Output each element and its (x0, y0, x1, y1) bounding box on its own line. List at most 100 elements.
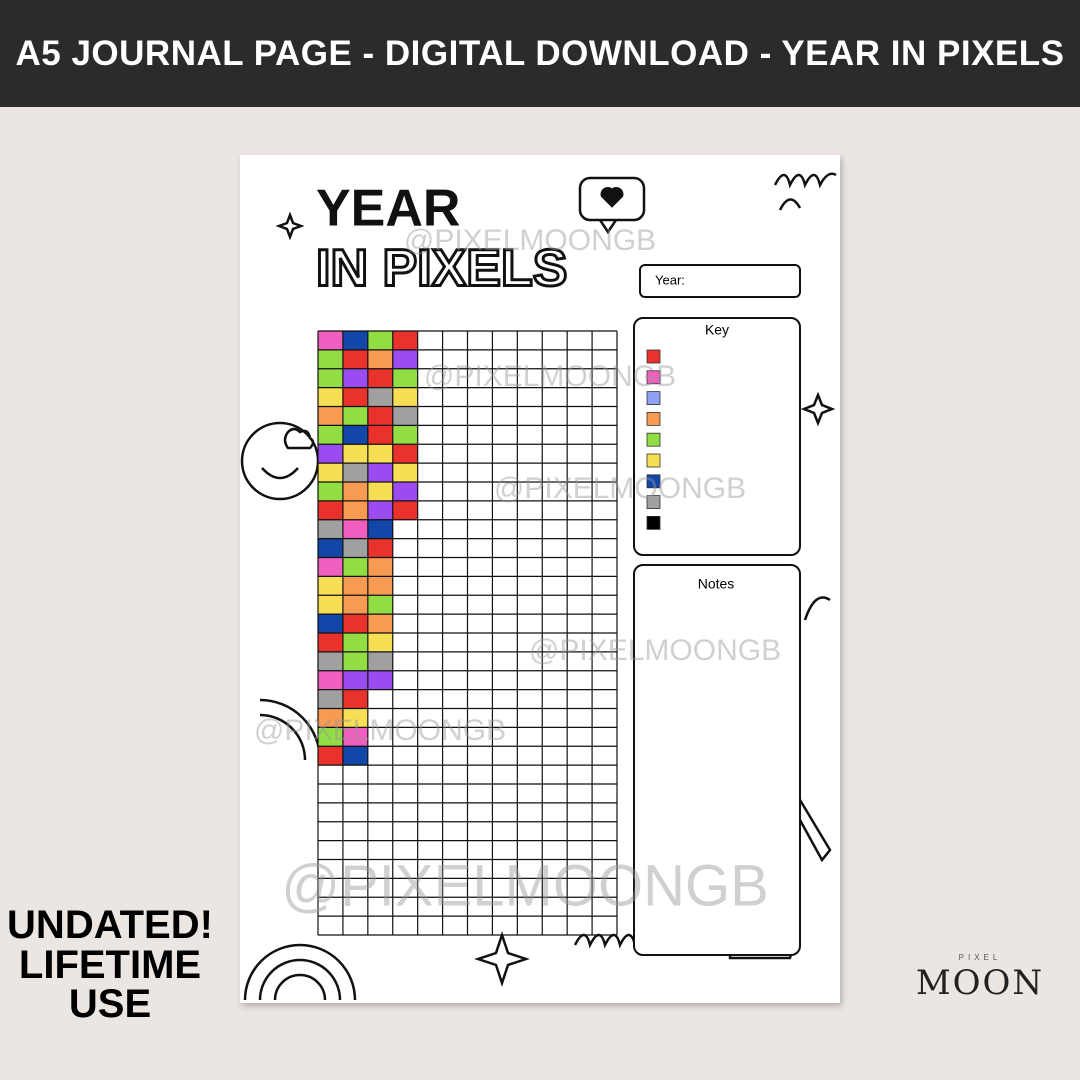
pixel-cell (367, 614, 393, 633)
pixel-cell (342, 425, 368, 445)
pixel-cell (367, 519, 393, 539)
pixel-cell (318, 482, 343, 501)
pixel-cell (367, 349, 393, 369)
pixel-cell (367, 500, 393, 520)
pixel-cell (367, 387, 393, 407)
pixel-cell (367, 331, 393, 350)
pixel-cell (342, 444, 368, 464)
pixel-grid (317, 330, 618, 936)
pixel-cell (318, 595, 343, 615)
key-box (633, 317, 801, 556)
year-box (639, 264, 801, 298)
key-swatch (646, 474, 661, 489)
pixel-cell (318, 349, 343, 369)
pixel-cell (342, 349, 368, 369)
pixel-cell (342, 500, 368, 520)
pixel-cell (392, 387, 418, 407)
pixel-cell (392, 482, 418, 501)
title-in-pixels: IN PIXELS (316, 240, 567, 298)
banner: A5 JOURNAL PAGE - DIGITAL DOWNLOAD - YEA… (0, 0, 1080, 107)
key-swatch (646, 349, 661, 364)
pixel-cell (318, 557, 343, 577)
pixel-cell (318, 614, 343, 633)
pixel-cell (367, 444, 393, 464)
pixel-cell (392, 406, 418, 426)
pixel-cell (318, 444, 343, 464)
pixel-cell (342, 482, 368, 501)
title-year: YEAR (316, 180, 460, 238)
pixel-cell (342, 595, 368, 615)
pixel-cell (342, 331, 368, 350)
pixel-cell (392, 444, 418, 464)
pixel-cell (318, 425, 343, 445)
pixel-cell (367, 368, 393, 388)
pixel-cell (342, 557, 368, 577)
pixel-cell (318, 500, 343, 520)
pixel-cell (342, 746, 368, 766)
pixel-cell (318, 387, 343, 407)
pixel-cell (318, 406, 343, 426)
pixel-cell (392, 463, 418, 482)
pixel-cell (318, 708, 343, 728)
pixel-cell (367, 651, 393, 671)
pixel-cell (318, 727, 343, 747)
pixel-cell (318, 633, 343, 652)
pixel-cell (367, 538, 393, 558)
watermark: @PIXELMOONGB (494, 472, 746, 505)
key-swatch (646, 411, 661, 426)
pixel-cell (318, 368, 343, 388)
pixel-cell (342, 727, 368, 747)
pixel-cell (367, 595, 393, 615)
pixel-cell (342, 708, 368, 728)
notes-box (633, 564, 801, 956)
logo-large: MOON (916, 963, 1044, 1003)
logo-small: PIXEL (959, 953, 1002, 962)
pixel-cell (367, 670, 393, 690)
pixel-cell (318, 519, 343, 539)
pixel-cell (318, 746, 343, 766)
pixel-cell (392, 425, 418, 445)
pixel-cell (367, 425, 393, 445)
key-swatch (646, 370, 661, 385)
key-swatch (646, 453, 661, 468)
pixel-cell (342, 651, 368, 671)
promo-line: USE (68, 982, 152, 1026)
year-box-group: Year: (639, 264, 801, 298)
pixel-cell (342, 670, 368, 690)
pixel-cell (318, 651, 343, 671)
pixel-cell (318, 538, 343, 558)
notes-title: Notes (698, 576, 735, 592)
watermark: @PIXELMOONGB (281, 853, 769, 918)
pixel-cell (367, 633, 393, 652)
pixel-cell (367, 463, 393, 482)
watermark: @PIXELMOONGB (424, 360, 676, 393)
pixel-cell (342, 387, 368, 407)
pixel-cell (318, 689, 343, 709)
pixel-cell (318, 463, 343, 482)
pixel-cell (342, 689, 368, 709)
pixel-cell (392, 500, 418, 520)
pixel-cell (342, 519, 368, 539)
pixel-cell (342, 633, 368, 652)
key-swatch (646, 516, 661, 530)
pixel-cell (392, 331, 418, 350)
pixel-cell (342, 368, 368, 388)
pixel-cell (318, 670, 343, 690)
pixel-cell (342, 406, 368, 426)
watermark: @PIXELMOONGB (529, 634, 781, 667)
pixel-cell (367, 557, 393, 577)
year-label: Year: (655, 272, 685, 287)
watermarks: @PIXELMOONGB @PIXELMOONGB @PIXELMOONGB @PIX… (254, 224, 781, 918)
pixel-cell (392, 349, 418, 369)
pixel-cell (342, 614, 368, 633)
key-swatches (646, 349, 661, 530)
pixel-cell (342, 463, 368, 482)
promo-line: LIFETIME (18, 943, 202, 987)
key-swatch (646, 432, 661, 447)
pixel-cell (342, 576, 368, 596)
key-swatch (646, 391, 661, 406)
watermark: @PIXELMOONGB (254, 714, 506, 747)
pixel-cell (318, 331, 343, 350)
watermark: @PIXELMOONGB (404, 224, 656, 257)
